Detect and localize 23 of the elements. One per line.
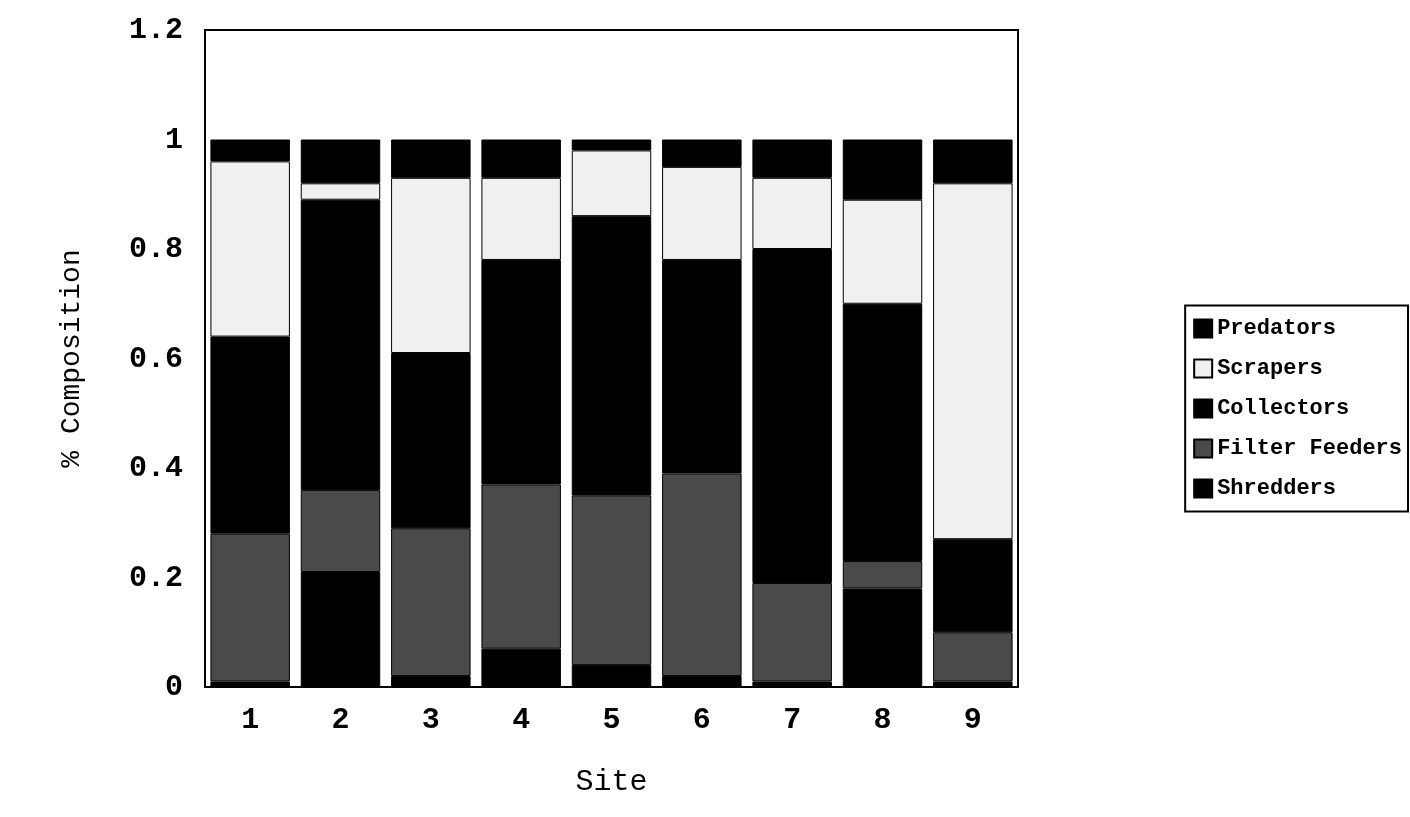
y-tick-label: 0.8 [128,232,183,266]
y-axis-title: % Composition [55,249,87,468]
x-tick-label: 1 [241,703,260,737]
x-tick-label: 9 [963,703,982,737]
y-tick-label: 1.2 [128,13,183,47]
x-tick-label: 6 [692,703,711,737]
legend-label: Predators [1217,316,1336,341]
y-tick-label: 0.6 [128,341,183,376]
y-tick-label: 0 [164,670,183,704]
y-tick-label: 0.4 [128,451,183,485]
x-tick-label: 2 [331,703,350,737]
legend-label: Collectors [1217,396,1350,421]
legend-label: Filter Feeders [1217,436,1403,461]
x-tick-label: 4 [512,703,531,737]
legend-label: Shredders [1217,476,1336,501]
x-tick-label: 5 [602,703,621,737]
y-tick-label: 1 [164,122,183,157]
x-tick-label: 3 [421,703,440,737]
x-tick-label: 8 [873,703,892,737]
y-tick-label: 0.2 [128,560,183,595]
x-tick-label: 7 [783,703,802,737]
x-axis-title: Site [575,765,648,799]
legend-label: Scrapers [1217,356,1323,381]
